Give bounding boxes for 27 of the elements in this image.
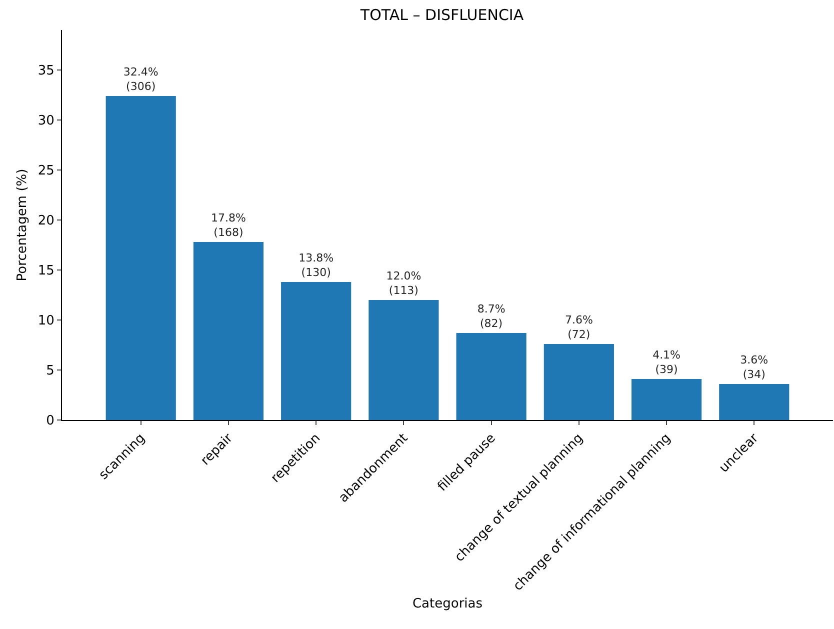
data-label: 8.7% (82) [477,302,506,330]
y-tick-label: 25 [38,164,54,179]
y-tick-label: 15 [38,264,54,279]
y-tick-label: 30 [38,114,54,129]
bar [456,333,526,420]
bar [719,384,790,420]
data-label: 12.0% (113) [386,270,422,297]
bar [544,344,614,420]
y-tick-label: 35 [38,64,54,79]
data-label: 32.4% (306) [123,66,158,93]
y-tick-label: 20 [38,214,54,229]
data-label: 17.8% (168) [210,212,246,239]
data-label: 3.6% (34) [740,354,768,381]
x-axis-title: Categorias [412,596,483,612]
y-tick-label: 5 [46,364,54,379]
bar [631,379,702,420]
data-label: 4.1% (39) [652,348,681,376]
y-axis-title: Porcentagem (%) [14,168,30,282]
data-label: 7.6% (72) [564,314,593,341]
bar [281,282,352,420]
y-tick-label: 10 [38,314,54,329]
bar [368,300,439,420]
data-label: 13.8% (130) [298,252,334,279]
chart-title: TOTAL – DISFLUENCIA [359,6,524,24]
y-tick-label: 0 [46,414,54,429]
bar [193,242,264,420]
bar [106,96,176,420]
